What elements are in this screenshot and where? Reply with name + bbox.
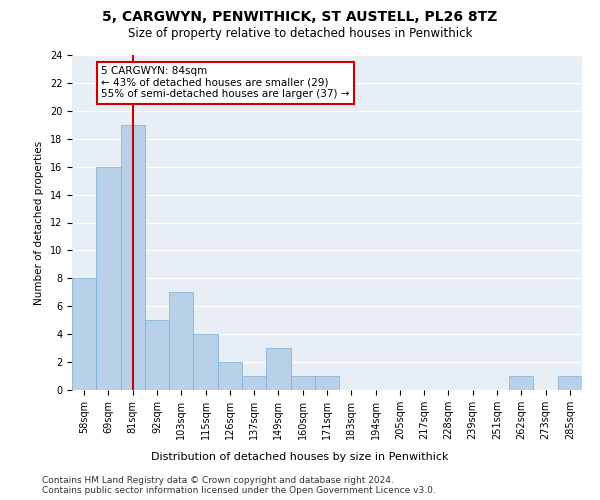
Text: Distribution of detached houses by size in Penwithick: Distribution of detached houses by size … xyxy=(151,452,449,462)
Bar xyxy=(218,362,242,390)
Bar xyxy=(121,125,145,390)
Bar xyxy=(558,376,582,390)
Bar xyxy=(315,376,339,390)
Bar xyxy=(266,348,290,390)
Bar xyxy=(169,292,193,390)
Bar xyxy=(145,320,169,390)
Bar xyxy=(290,376,315,390)
Y-axis label: Number of detached properties: Number of detached properties xyxy=(34,140,44,304)
Text: 5, CARGWYN, PENWITHICK, ST AUSTELL, PL26 8TZ: 5, CARGWYN, PENWITHICK, ST AUSTELL, PL26… xyxy=(103,10,497,24)
Bar xyxy=(193,334,218,390)
Bar xyxy=(242,376,266,390)
Bar xyxy=(96,166,121,390)
Bar xyxy=(509,376,533,390)
Text: 5 CARGWYN: 84sqm
← 43% of detached houses are smaller (29)
55% of semi-detached : 5 CARGWYN: 84sqm ← 43% of detached house… xyxy=(101,66,350,100)
Text: Contains HM Land Registry data © Crown copyright and database right 2024.
Contai: Contains HM Land Registry data © Crown c… xyxy=(42,476,436,495)
Text: Size of property relative to detached houses in Penwithick: Size of property relative to detached ho… xyxy=(128,28,472,40)
Bar xyxy=(72,278,96,390)
